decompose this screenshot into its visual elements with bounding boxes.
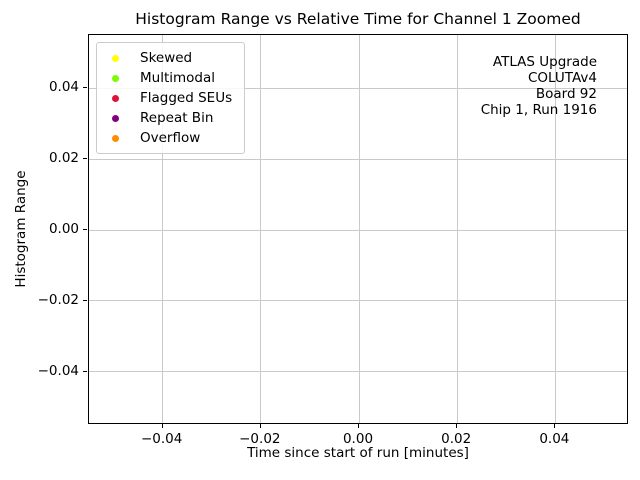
legend-item: Skewed [97, 48, 232, 68]
legend-item: Repeat Bin [97, 108, 232, 128]
x-tick-label: −0.02 [239, 431, 281, 447]
legend: Skewed Multimodal Flagged SEUs Repeat Bin Ov… [96, 42, 246, 154]
x-tick-label: −0.04 [140, 431, 183, 447]
y-tick-label: 0.04 [48, 79, 79, 96]
legend-item: Flagged SEUs [97, 88, 232, 108]
annotation-line: Board 92 [535, 86, 597, 102]
x-tick-mark [554, 424, 556, 428]
grid-line-horizontal [89, 229, 627, 231]
y-axis-label: Histogram Range [13, 170, 29, 288]
legend-item-label: Flagged SEUs [140, 90, 233, 106]
legend-item-label: Overflow [140, 130, 201, 146]
grid-line-horizontal [89, 158, 627, 160]
grid-line-vertical [358, 35, 360, 423]
y-tick-label: −0.04 [37, 362, 79, 379]
plot-area: Skewed Multimodal Flagged SEUs Repeat Bin Ov… [88, 34, 628, 424]
y-tick-label: 0.00 [48, 221, 79, 237]
annotation-line: Chip 1, Run 1916 [480, 102, 597, 118]
legend-marker-icon [112, 74, 119, 82]
legend-marker-icon [112, 54, 119, 62]
legend-marker-icon [112, 114, 119, 122]
grid-line-vertical [260, 35, 262, 423]
y-tick-mark [83, 370, 87, 372]
chart-title: Histogram Range vs Relative Time for Cha… [135, 10, 581, 28]
x-tick-mark [456, 424, 458, 428]
legend-marker-icon [112, 94, 119, 102]
annotation-line: ATLAS Upgrade [492, 54, 597, 70]
y-tick-label: −0.02 [37, 291, 79, 308]
legend-item-label: Multimodal [140, 70, 216, 86]
y-tick-mark [83, 87, 87, 89]
legend-item-label: Skewed [140, 50, 193, 66]
x-tick-mark [161, 424, 163, 428]
x-tick-mark [259, 424, 261, 428]
legend-item: Multimodal [97, 68, 232, 88]
grid-line-horizontal [89, 87, 627, 89]
x-tick-label: 0.04 [539, 431, 570, 447]
legend-item: Overflow [97, 128, 232, 148]
y-tick-label: 0.02 [48, 150, 79, 167]
x-axis-label: Time since start of run [minutes] [247, 445, 469, 461]
grid-line-vertical [162, 35, 164, 423]
y-tick-mark [83, 299, 87, 301]
x-tick-mark [358, 424, 359, 428]
y-tick-mark [83, 158, 87, 160]
legend-item-label: Repeat Bin [140, 110, 214, 126]
grid-line-horizontal [89, 300, 627, 302]
x-tick-label: 0.00 [342, 431, 374, 447]
annotation-line: COLUTAv4 [527, 70, 597, 86]
legend-marker-icon [112, 134, 119, 142]
x-tick-label: 0.02 [441, 431, 472, 447]
grid-line-vertical [554, 35, 556, 423]
grid-line-vertical [456, 35, 458, 423]
y-tick-mark [83, 229, 87, 230]
grid-line-horizontal [89, 371, 627, 373]
annotation-block: ATLAS Upgrade COLUTAv4 Board 92 Chip 1, Run… [481, 54, 597, 118]
